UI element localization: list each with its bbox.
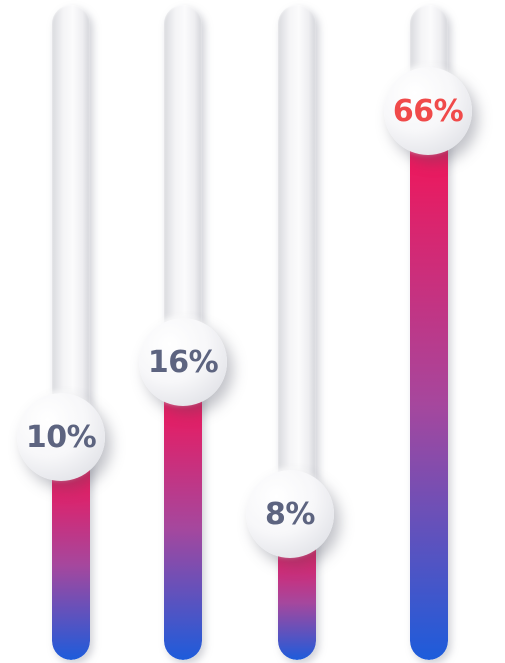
slider-fill-1 bbox=[52, 470, 90, 660]
slider-track-1[interactable] bbox=[52, 5, 90, 660]
slider-fill-4 bbox=[410, 148, 448, 660]
slider-value-label-2: 16% bbox=[147, 344, 219, 380]
slider-value-label-4: 66% bbox=[392, 93, 464, 129]
slider-knob-1[interactable]: 10% bbox=[17, 393, 105, 481]
slider-fill-3 bbox=[278, 545, 316, 660]
slider-value-label-1: 10% bbox=[25, 419, 97, 455]
slider-knob-3[interactable]: 8% bbox=[246, 470, 334, 558]
slider-knob-4[interactable]: 66% bbox=[384, 67, 472, 155]
slider-knob-2[interactable]: 16% bbox=[139, 318, 227, 406]
slider-fill-2 bbox=[164, 395, 202, 660]
slider-track-3[interactable] bbox=[278, 5, 316, 660]
slider-value-label-3: 8% bbox=[265, 496, 315, 532]
